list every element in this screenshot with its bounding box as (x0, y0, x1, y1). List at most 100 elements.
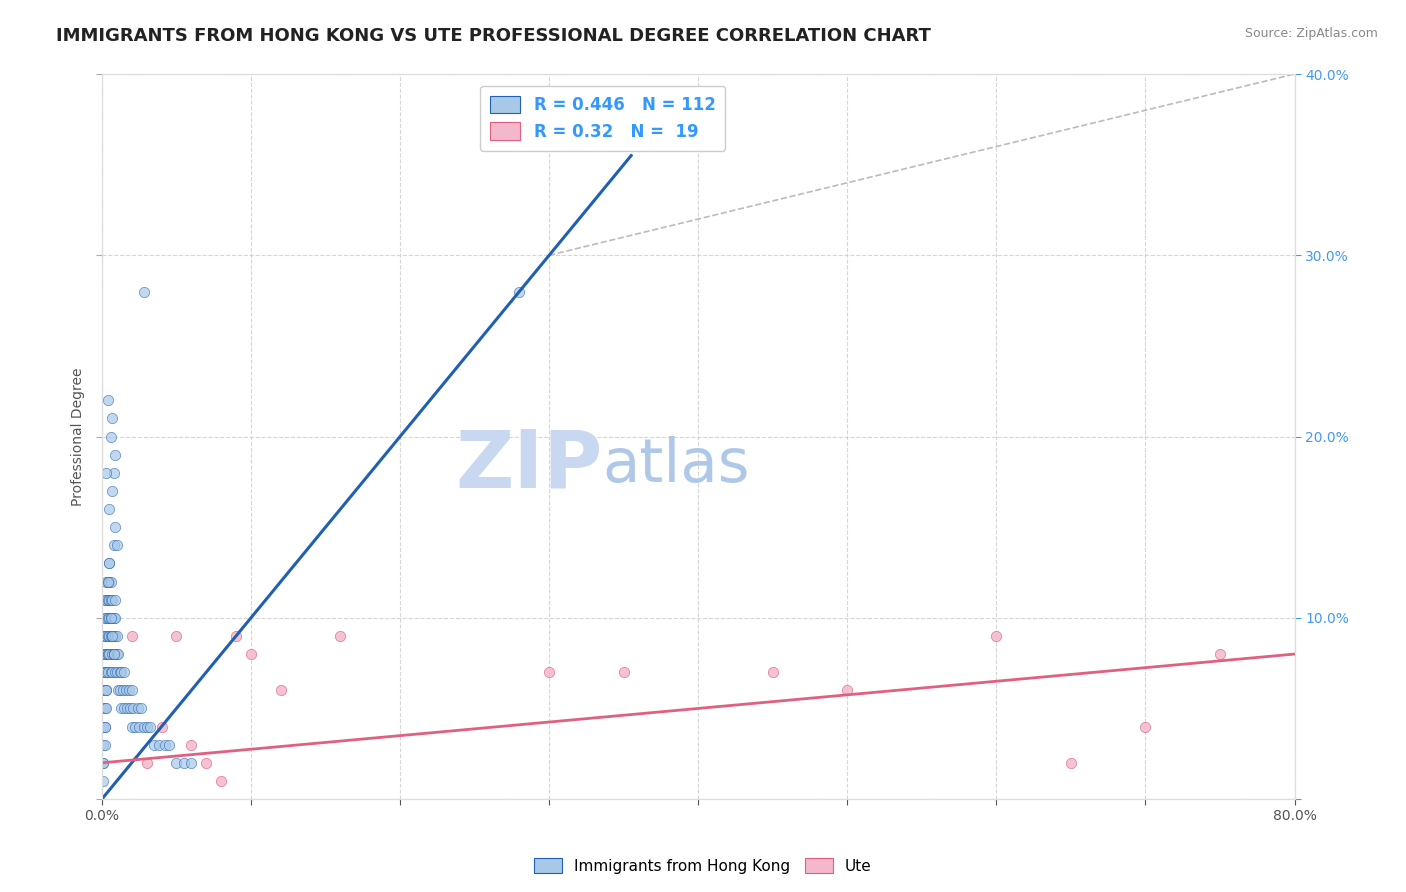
Point (104, 592, 127, 607)
Point (96, 665, 118, 680)
Point (98, 557, 121, 571)
Point (107, 647, 129, 661)
Point (100, 611, 122, 625)
Point (100, 429, 122, 443)
Point (124, 720, 146, 734)
Point (96, 574, 118, 589)
Point (1060, 756, 1083, 770)
Point (108, 665, 131, 680)
Point (157, 738, 180, 752)
Text: ZIP: ZIP (456, 426, 603, 505)
Point (94, 701, 117, 715)
Point (103, 647, 125, 661)
Point (93, 629, 115, 643)
Point (135, 720, 157, 734)
Point (240, 647, 263, 661)
Point (97, 629, 120, 643)
Point (112, 665, 135, 680)
Point (94, 611, 117, 625)
Point (93, 773, 115, 788)
Point (100, 611, 122, 625)
Point (98, 629, 121, 643)
Point (93, 756, 115, 770)
Point (97, 665, 120, 680)
Point (138, 720, 160, 734)
Point (762, 665, 785, 680)
Point (132, 720, 155, 734)
Point (94, 665, 117, 680)
Point (93, 701, 115, 715)
Point (100, 592, 122, 607)
Point (153, 738, 176, 752)
Point (97, 574, 120, 589)
Point (117, 701, 139, 715)
Point (143, 738, 166, 752)
Point (105, 538, 128, 552)
Point (93, 738, 115, 752)
Text: atlas: atlas (603, 436, 751, 495)
Point (837, 683, 859, 698)
Point (101, 647, 124, 661)
Point (96, 592, 118, 607)
Point (93, 756, 115, 770)
Point (108, 683, 131, 698)
Point (180, 756, 202, 770)
Point (986, 629, 1008, 643)
Point (97, 647, 120, 661)
Point (122, 701, 145, 715)
Point (1135, 720, 1157, 734)
Point (114, 683, 136, 698)
Y-axis label: Professional Degree: Professional Degree (72, 368, 86, 506)
Point (93, 665, 115, 680)
Point (96, 629, 118, 643)
Point (103, 629, 125, 643)
Point (100, 574, 122, 589)
Point (111, 683, 134, 698)
Point (110, 701, 132, 715)
Point (100, 629, 122, 643)
Point (96, 466, 118, 480)
Point (94, 647, 117, 661)
Point (94, 720, 117, 734)
Point (103, 466, 125, 480)
Point (101, 665, 124, 680)
Point (120, 701, 142, 715)
Point (165, 756, 187, 770)
Point (1209, 647, 1232, 661)
Point (127, 701, 149, 715)
Point (148, 738, 170, 752)
Point (103, 611, 125, 625)
Point (93, 720, 115, 734)
Point (94, 592, 117, 607)
Point (135, 756, 157, 770)
Point (225, 629, 247, 643)
Text: Source: ZipAtlas.com: Source: ZipAtlas.com (1244, 27, 1378, 40)
Point (101, 611, 124, 625)
Point (104, 520, 127, 534)
Point (121, 683, 143, 698)
Point (94, 629, 117, 643)
Point (93, 647, 115, 661)
Point (97, 393, 120, 408)
Point (97, 647, 120, 661)
Point (93, 683, 115, 698)
Point (103, 647, 125, 661)
Point (101, 592, 124, 607)
Point (165, 629, 187, 643)
Point (96, 701, 118, 715)
Point (97, 592, 120, 607)
Point (94, 720, 117, 734)
Point (209, 773, 232, 788)
Point (180, 738, 202, 752)
Point (508, 285, 530, 299)
Point (105, 647, 128, 661)
Point (104, 629, 127, 643)
Point (96, 611, 118, 625)
Point (98, 502, 121, 516)
Point (173, 756, 195, 770)
Text: IMMIGRANTS FROM HONG KONG VS UTE PROFESSIONAL DEGREE CORRELATION CHART: IMMIGRANTS FROM HONG KONG VS UTE PROFESS… (56, 27, 931, 45)
Point (107, 683, 129, 698)
Point (98, 647, 121, 661)
Point (538, 665, 561, 680)
Point (96, 647, 118, 661)
